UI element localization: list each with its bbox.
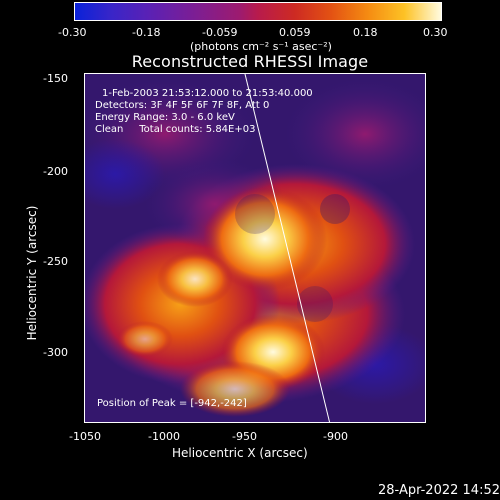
y-tick-label: -300 [43, 346, 68, 359]
x-tick-label: -1000 [148, 430, 180, 443]
colorbar-tick-label: 0.30 [423, 26, 448, 39]
plot-title: Reconstructed RHESSI Image [131, 52, 369, 71]
limb-line [244, 74, 331, 422]
colorbar-tick-label: 0.059 [279, 26, 311, 39]
rhessi-image [85, 74, 425, 422]
y-tick-label: -200 [43, 165, 68, 178]
peak-position-annotation: Position of Peak = [-942,-242] [97, 398, 247, 409]
colorbar-tick-label: -0.18 [132, 26, 161, 39]
colorbar-gradient [74, 2, 442, 21]
detectors-annotation: Detectors: 3F 4F 5F 6F 7F 8F, Att 0 [95, 100, 270, 111]
y-tick-label: -150 [43, 72, 68, 85]
clean-counts-annotation: Clean Total counts: 5.84E+03 [95, 124, 256, 135]
x-tick-label: -1050 [69, 430, 101, 443]
colorbar-tick-label: -0.30 [58, 26, 87, 39]
y-axis-label: Heliocentric Y (arcsec) [25, 205, 39, 341]
colorbar [74, 2, 442, 21]
colorbar-tick-label: 0.18 [353, 26, 378, 39]
x-tick-label: -950 [232, 430, 257, 443]
x-tick-label: -900 [323, 430, 348, 443]
footer-timestamp: 28-Apr-2022 14:52 [378, 483, 500, 498]
colorbar-tick-label: -0.059 [202, 26, 238, 39]
colorbar-unit: (photons cm⁻² s⁻¹ asec⁻²) [190, 40, 332, 53]
y-tick-label: -250 [43, 255, 68, 268]
x-axis-label: Heliocentric X (arcsec) [172, 446, 308, 460]
energy-range-annotation: Energy Range: 3.0 - 6.0 keV [95, 112, 235, 123]
image-plot-area: 1-Feb-2003 21:53:12.000 to 21:53:40.000 … [84, 73, 426, 423]
time-range-annotation: 1-Feb-2003 21:53:12.000 to 21:53:40.000 [102, 88, 313, 99]
